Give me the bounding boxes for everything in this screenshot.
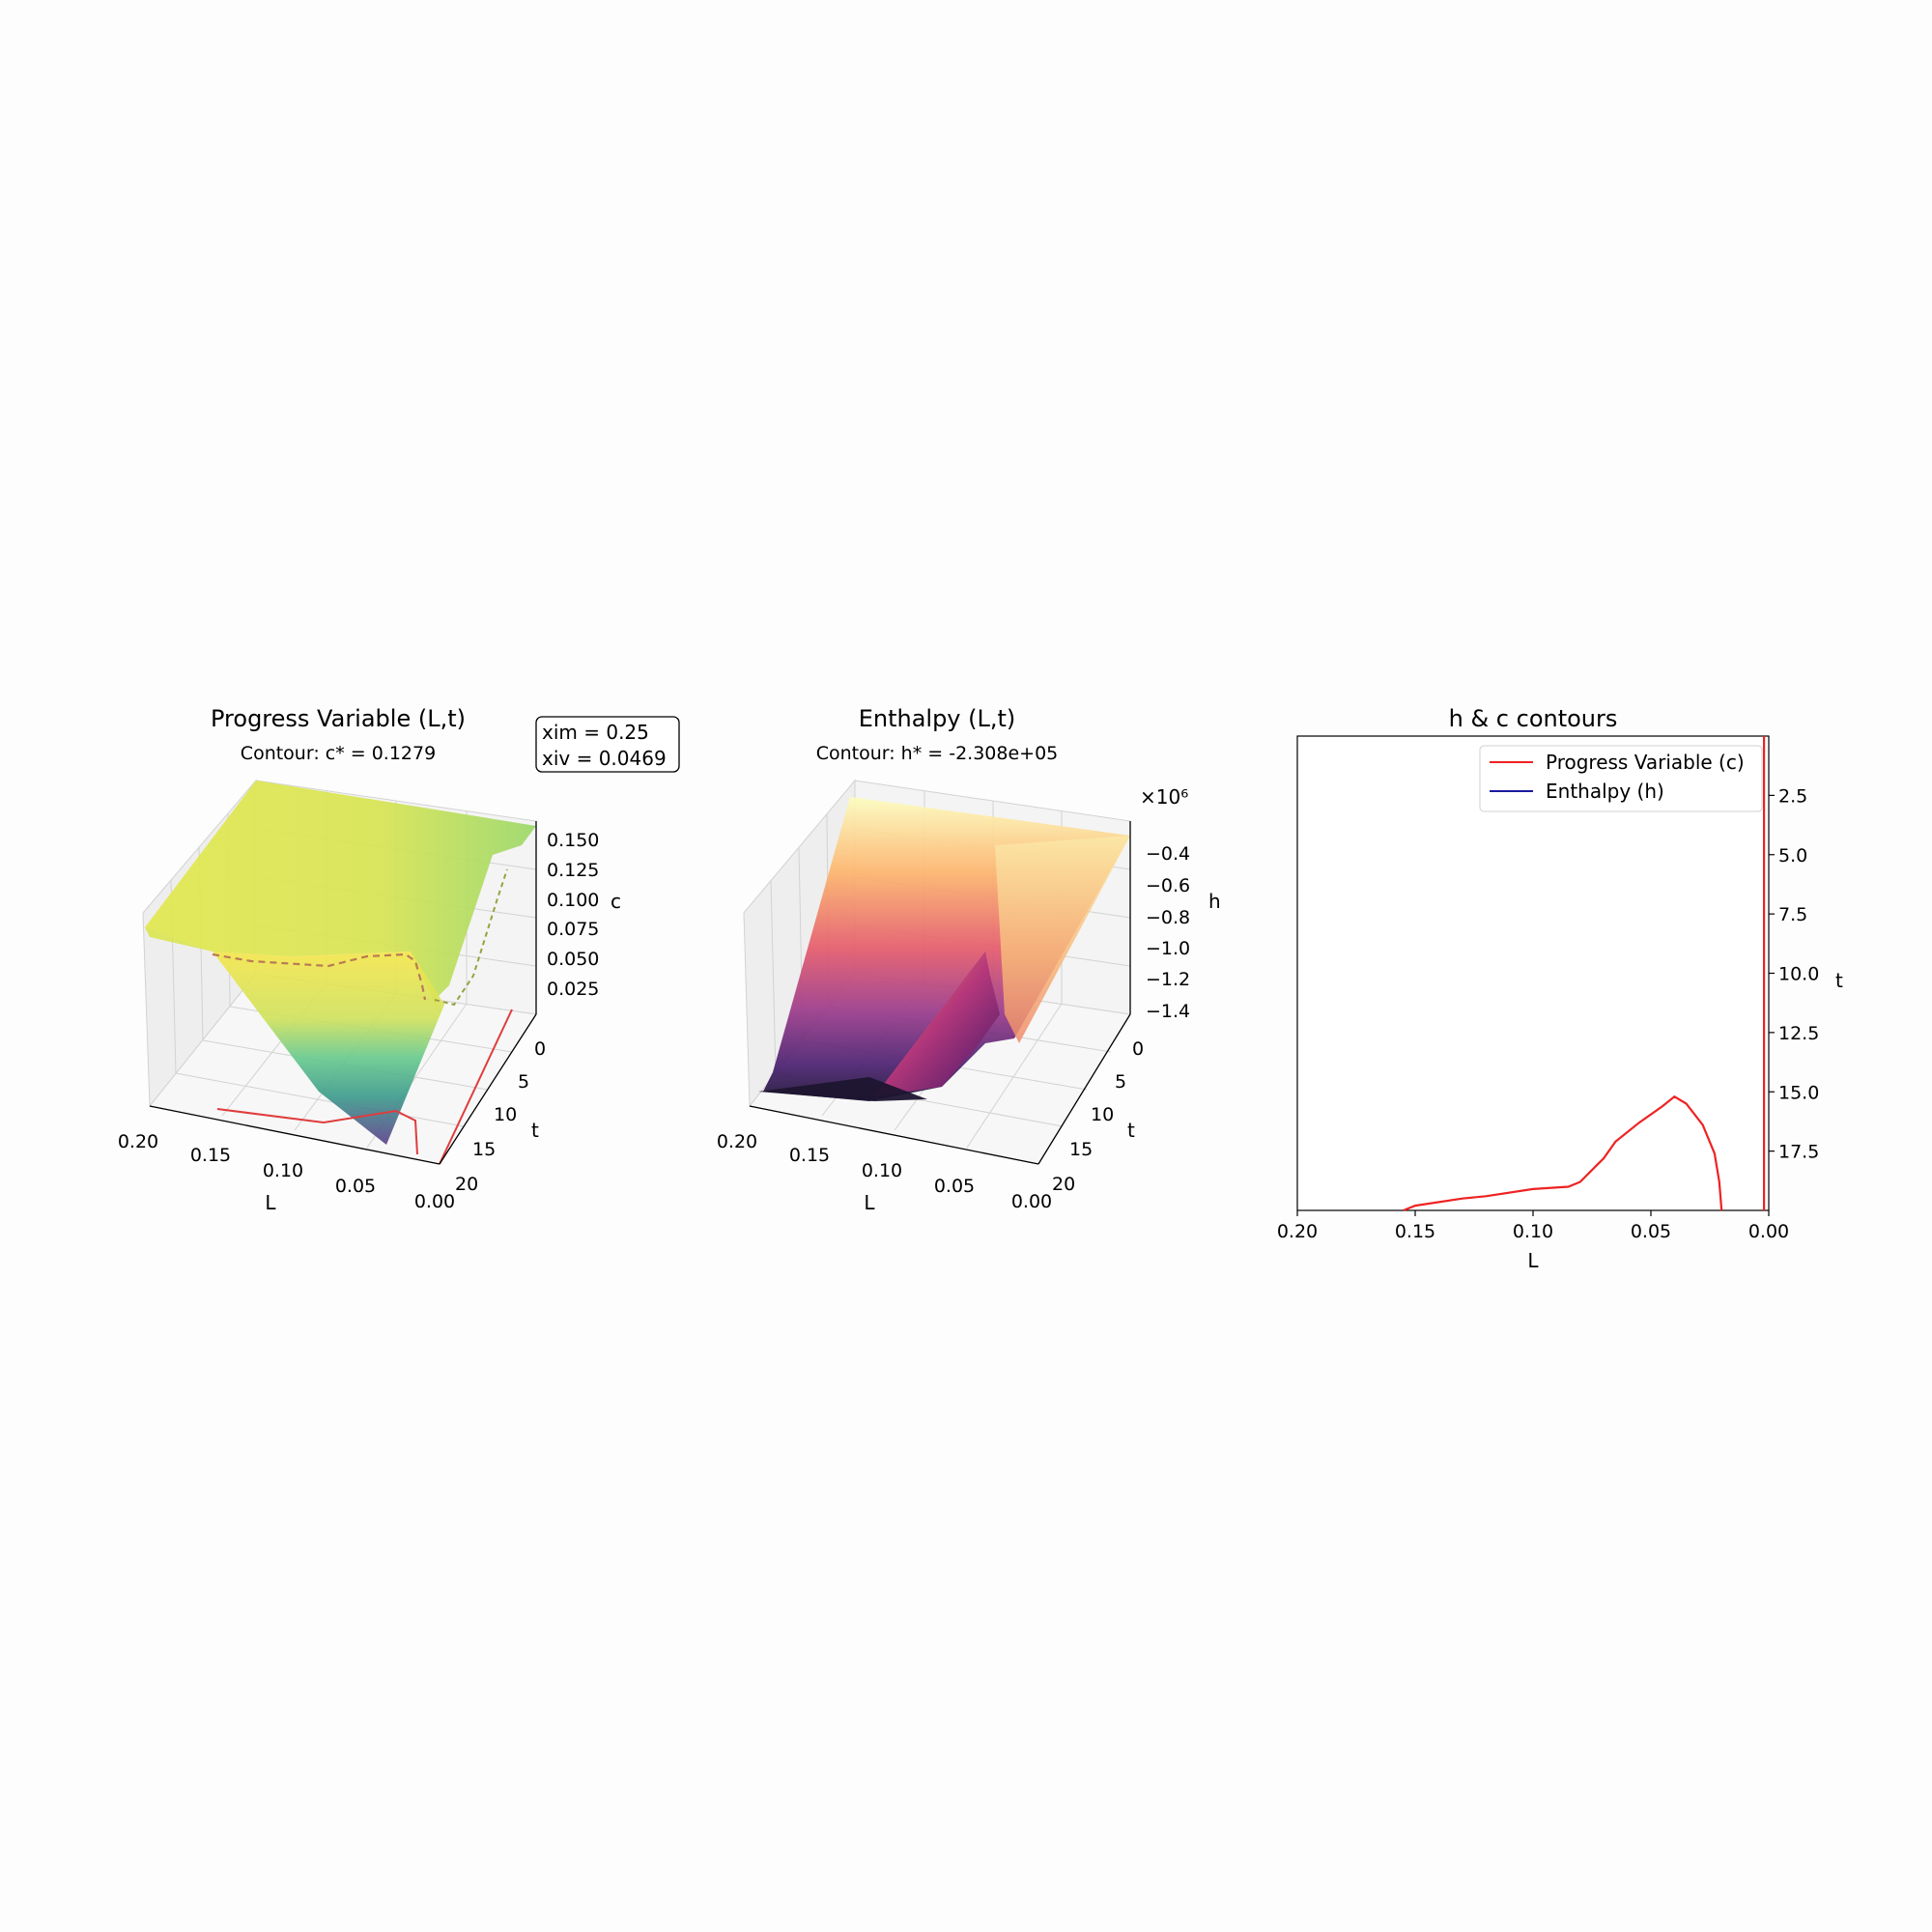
panel2-y-tick: 0 <box>1132 1038 1144 1060</box>
panel-enthalpy: Enthalpy (L,t) Contour: h* = -2.308e+05 <box>717 705 1221 1214</box>
panel2-z-label: h <box>1208 890 1221 913</box>
y-tick-label: 5.0 <box>1778 845 1807 867</box>
panel2-x-tick: 0.15 <box>789 1145 830 1166</box>
panel2-z-tick: −1.4 <box>1146 1001 1190 1022</box>
panel2-x-tick: 0.00 <box>1011 1191 1052 1212</box>
param-xim: xim = 0.25 <box>542 721 649 744</box>
legend-label-h: Enthalpy (h) <box>1546 780 1664 803</box>
panel3-x-label: L <box>1527 1249 1539 1272</box>
panel3-lines <box>1403 736 1766 1212</box>
panel1-x-ticks: 0.20 0.15 0.10 0.05 0.00 <box>118 1131 455 1212</box>
panel1-x-axis-line <box>149 1105 440 1165</box>
surface-ridge <box>874 952 1000 1096</box>
panel1-y-ticks: 0 5 10 15 20 <box>455 1038 546 1195</box>
panel3-y-ticks: 2.5 5.0 7.5 10.0 12.5 15.0 17.5 <box>1769 785 1819 1163</box>
legend-frame <box>1479 745 1763 812</box>
x-tick-label: 0.00 <box>1748 1221 1789 1242</box>
x-tick-label: 0.10 <box>1513 1221 1553 1242</box>
panel1-y-tick: 15 <box>472 1139 496 1160</box>
contour-line <box>1403 1094 1723 1212</box>
y-tick-label: 7.5 <box>1778 904 1807 925</box>
y-tick-label: 10.0 <box>1778 964 1819 985</box>
panel1-y-tick: 5 <box>518 1071 529 1093</box>
panel1-x-tick: 0.05 <box>335 1176 376 1197</box>
panel1-z-tick: 0.075 <box>547 919 599 940</box>
panel2-y-axis-line <box>1037 1013 1131 1165</box>
panel1-surface <box>145 781 536 1165</box>
panel2-y-tick: 15 <box>1069 1139 1093 1160</box>
panel1-z-label: c <box>611 890 621 913</box>
panel1-z-tick: 0.050 <box>547 949 599 970</box>
y-tick-label: 17.5 <box>1778 1142 1819 1163</box>
panel2-y-label: t <box>1127 1119 1135 1142</box>
surface-plateau <box>145 781 536 1014</box>
panel3-legend: Progress Variable (c) Enthalpy (h) <box>1479 745 1763 812</box>
panel2-z-tick: −1.2 <box>1146 969 1190 990</box>
params-box: xim = 0.25 xiv = 0.0469 <box>535 716 680 773</box>
panel1-y-tick: 0 <box>534 1038 546 1060</box>
panel1-subtitle: Contour: c* = 0.1279 <box>241 743 436 764</box>
panel1-x-tick: 0.10 <box>263 1160 303 1181</box>
y-tick-label: 12.5 <box>1778 1023 1819 1044</box>
panel2-z-tick: −0.6 <box>1146 875 1190 896</box>
panel2-y-tick: 10 <box>1091 1104 1114 1125</box>
panel2-x-tick: 0.20 <box>717 1131 757 1152</box>
panel2-z-tick: −0.4 <box>1146 843 1190 865</box>
panel1-y-label: t <box>531 1119 539 1142</box>
panel1-y-tick: 20 <box>455 1174 478 1195</box>
panel2-surface <box>758 797 1130 1101</box>
panel1-title: Progress Variable (L,t) <box>211 705 466 732</box>
x-tick-label: 0.15 <box>1395 1221 1435 1242</box>
surface-contour-c-star <box>212 952 427 1001</box>
params-box-frame <box>535 716 680 773</box>
panel2-z-tick: −0.8 <box>1146 907 1190 928</box>
panel1-x-tick: 0.00 <box>414 1191 455 1212</box>
panel1-y-axis-line <box>439 1013 537 1165</box>
panel2-title: Enthalpy (L,t) <box>859 705 1016 732</box>
panel2-y-ticks: 0 5 10 15 20 <box>1052 1038 1144 1195</box>
panel-progress-variable: Progress Variable (L,t) Contour: c* = 0.… <box>118 705 680 1214</box>
panel3-title: h & c contours <box>1449 705 1618 732</box>
panel2-z-tick: −1.0 <box>1146 938 1190 959</box>
legend-label-c: Progress Variable (c) <box>1546 751 1745 774</box>
panel2-x-tick: 0.10 <box>862 1160 902 1181</box>
y-tick-label: 15.0 <box>1778 1082 1819 1103</box>
panel3-y-label: t <box>1835 969 1843 992</box>
panel2-z-ticks: −0.4 −0.6 −0.8 −1.0 −1.2 −1.4 <box>1146 843 1190 1022</box>
panel2-x-axis-line <box>749 1105 1039 1165</box>
panel2-subtitle: Contour: h* = -2.308e+05 <box>816 743 1059 764</box>
x-tick-label: 0.05 <box>1631 1221 1671 1242</box>
panel2-y-tick: 20 <box>1052 1174 1075 1195</box>
projected-contour-edge <box>439 1009 513 1165</box>
surface-right-wall <box>995 836 1130 1043</box>
panel3-x-ticks: 0.20 0.15 0.10 0.05 0.00 <box>1277 1210 1789 1242</box>
panel1-z-ticks: 0.150 0.125 0.100 0.075 0.050 0.025 <box>547 830 599 1000</box>
panel1-z-tick: 0.150 <box>547 830 599 851</box>
surface-trough <box>213 952 444 1145</box>
panel2-x-label: L <box>864 1191 875 1214</box>
panel1-x-tick: 0.20 <box>118 1131 158 1152</box>
panel2-x-ticks: 0.20 0.15 0.10 0.05 0.00 <box>717 1131 1052 1212</box>
panel-contours: h & c contours 0.20 0.15 0.10 0.05 0.00 2.5 5… <box>1277 705 1843 1272</box>
panel1-z-tick: 0.125 <box>547 860 599 881</box>
panel2-x-tick: 0.05 <box>934 1176 975 1197</box>
panel3-plot-area <box>1296 735 1770 1211</box>
panel1-y-tick: 10 <box>494 1104 517 1125</box>
panel2-offset-label: ×10⁶ <box>1140 785 1188 809</box>
panel1-x-label: L <box>265 1191 276 1214</box>
y-tick-label: 2.5 <box>1778 785 1807 807</box>
panel2-y-tick: 5 <box>1115 1071 1126 1093</box>
param-xiv: xiv = 0.0469 <box>542 747 667 770</box>
panel1-z-tick: 0.100 <box>547 890 599 911</box>
projected-contour-floor <box>216 1108 418 1155</box>
x-tick-label: 0.20 <box>1277 1221 1318 1242</box>
panel1-z-tick: 0.025 <box>547 979 599 1000</box>
panel1-x-tick: 0.15 <box>190 1145 231 1166</box>
